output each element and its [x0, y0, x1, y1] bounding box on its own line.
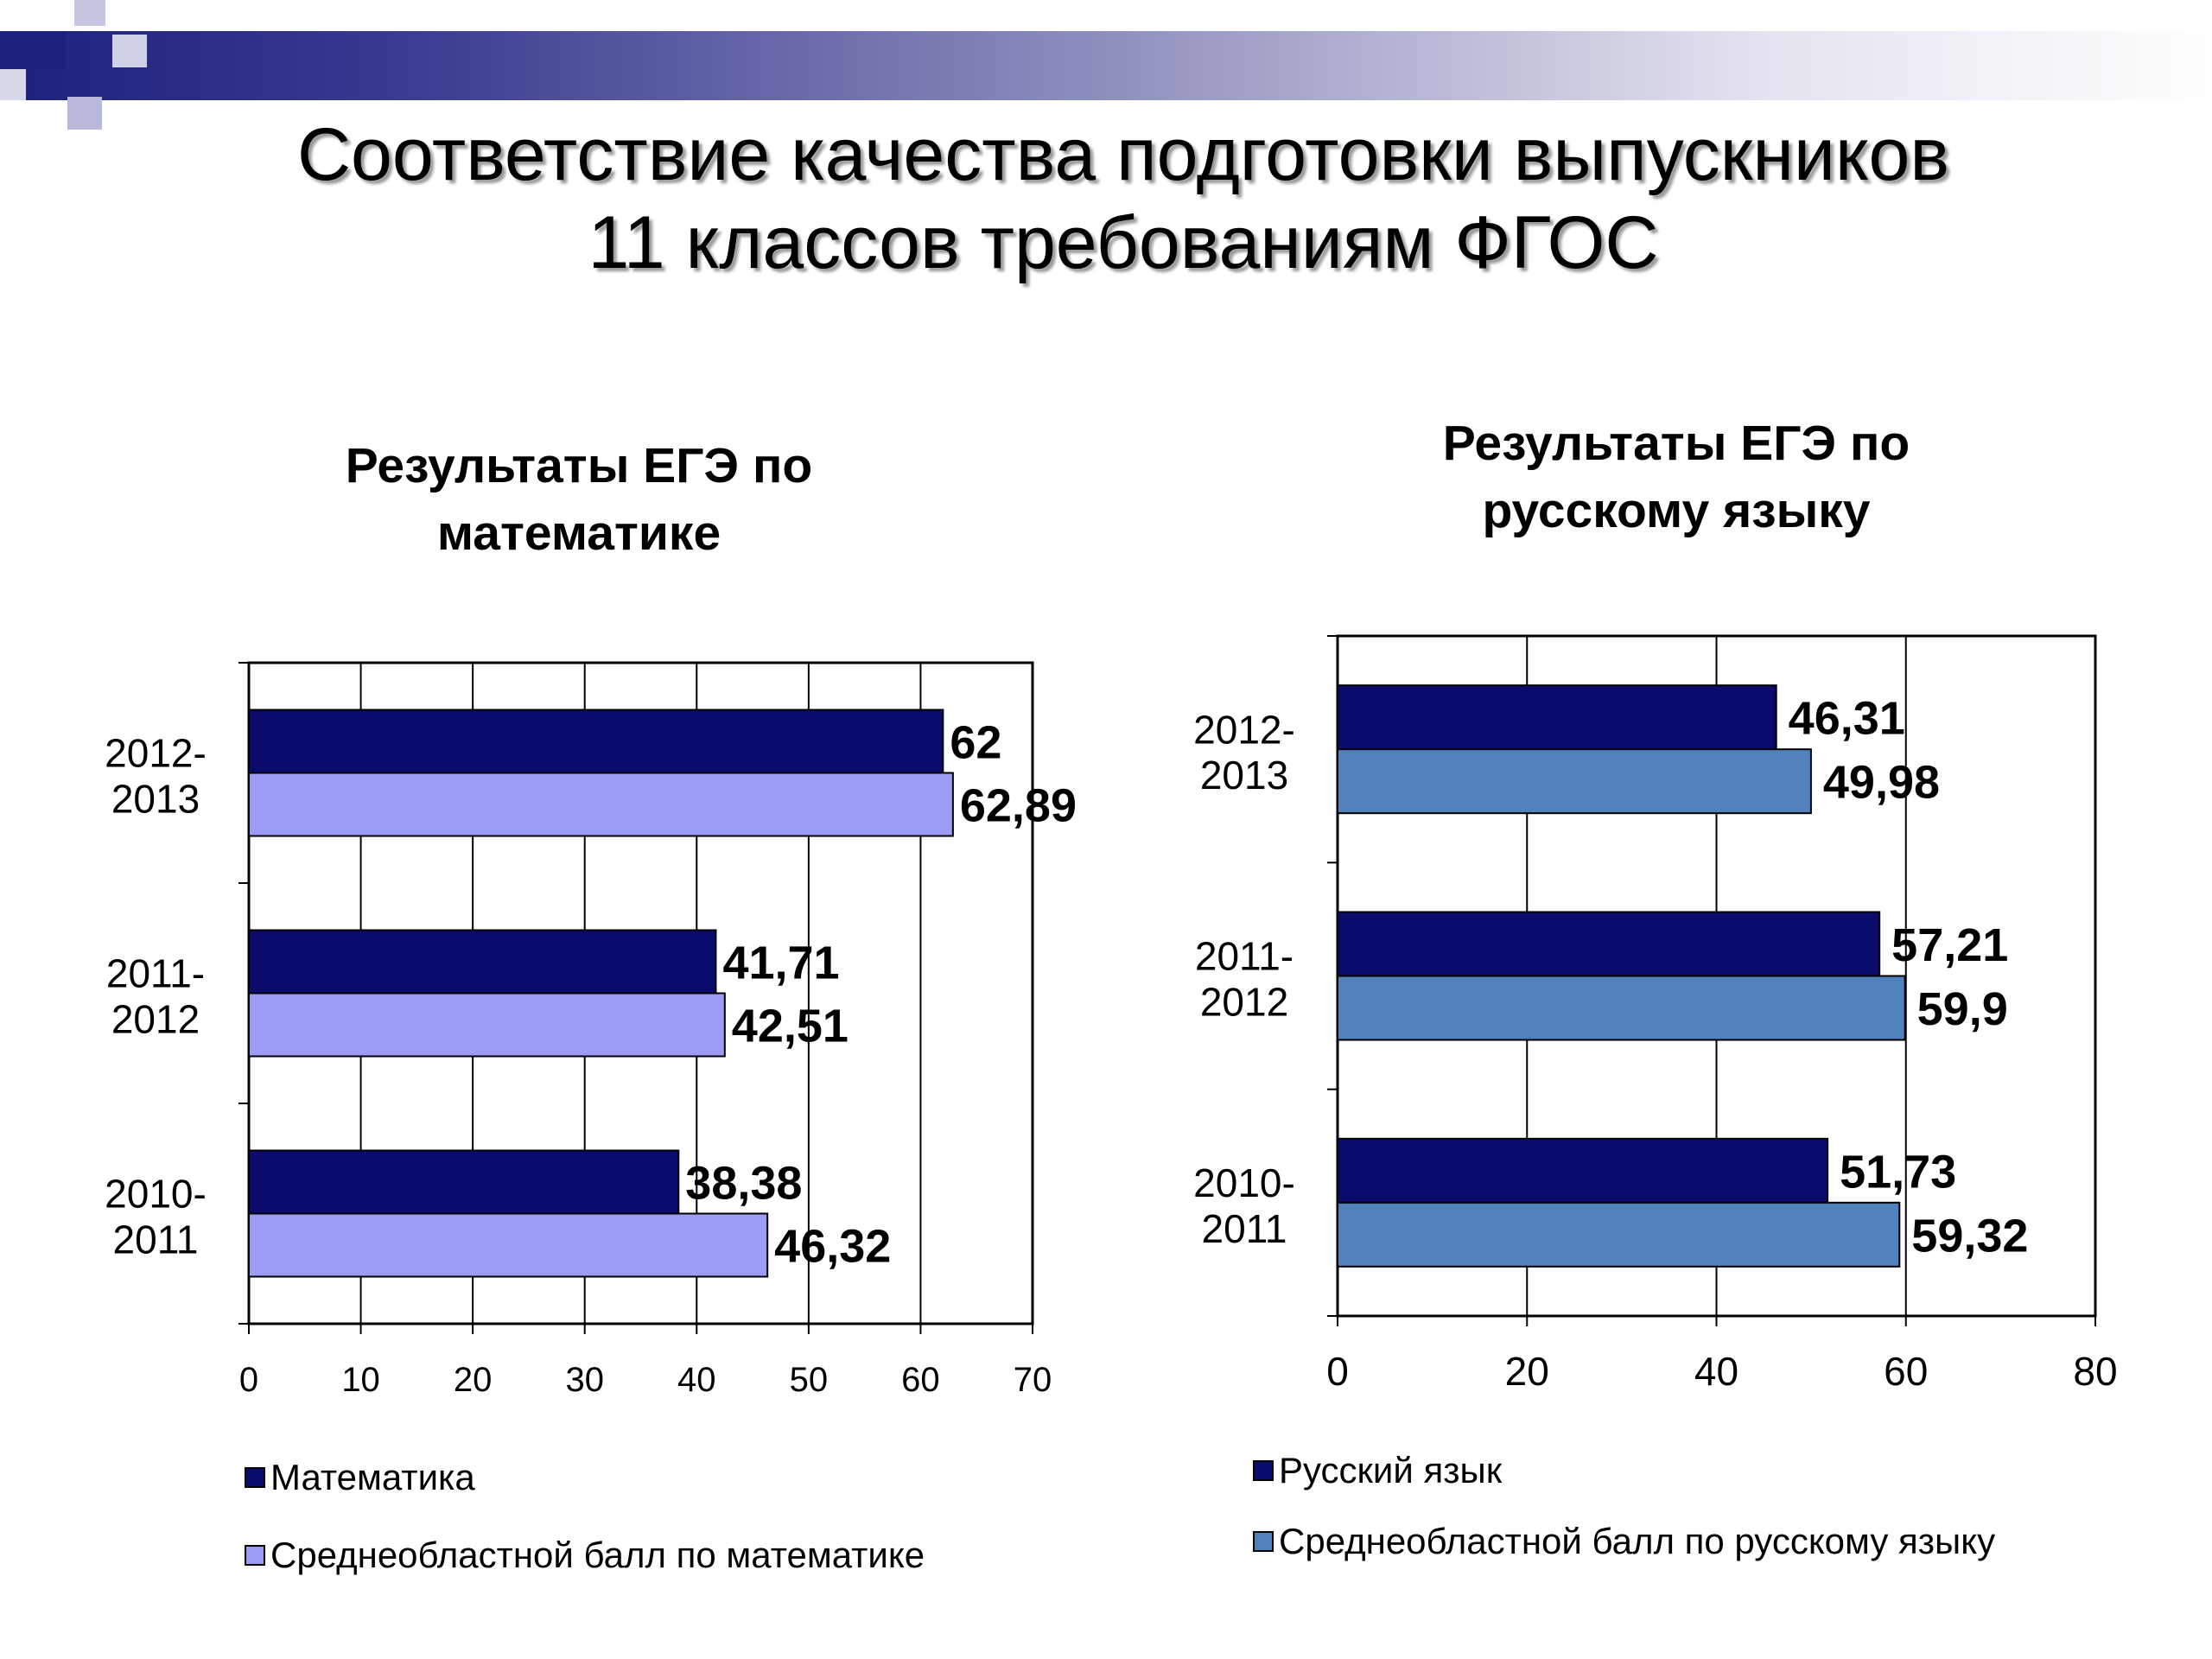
deco-square-light-3	[67, 97, 102, 130]
math-bar	[248, 929, 717, 995]
math-x-tick-label: 10	[341, 1361, 380, 1399]
legend-item-russian-series1: Русский язык	[1253, 1450, 1502, 1491]
math-bar	[248, 772, 954, 837]
chart-title-russian-line1: Результаты ЕГЭ по	[1442, 416, 1910, 471]
russian-x-tick-label: 40	[1694, 1349, 1738, 1394]
russian-bar	[1337, 1201, 1901, 1268]
math-data-label: 41,71	[722, 937, 839, 988]
russian-x-tick-label: 80	[2073, 1349, 2117, 1394]
russian-x-tick-label: 20	[1505, 1349, 1549, 1394]
math-x-tick-label: 30	[565, 1361, 604, 1399]
deco-square-large	[24, 31, 66, 69]
russian-category-label: 2012-2013	[1193, 707, 1295, 798]
math-bar	[248, 709, 944, 774]
math-x-tick-label: 40	[677, 1361, 716, 1399]
math-data-label: 38,38	[685, 1157, 802, 1209]
russian-bar	[1337, 975, 1906, 1041]
math-data-label: 42,51	[732, 1000, 849, 1052]
math-bar	[248, 1212, 769, 1278]
math-bar	[248, 992, 726, 1058]
deco-square-light-4	[112, 35, 147, 67]
math-bar	[248, 1149, 680, 1215]
russian-category-label: 2011-2012	[1195, 934, 1294, 1025]
deco-square-light-2	[0, 69, 26, 100]
math-category-label-line: 2012	[111, 997, 200, 1042]
math-category-label-line: 2012-	[105, 731, 207, 776]
russian-category-label-line: 2011	[1202, 1206, 1287, 1251]
legend-swatch-russian-series2	[1253, 1531, 1274, 1552]
russian-bar	[1337, 684, 1777, 751]
russian-data-label: 49,98	[1823, 757, 1940, 809]
russian-data-label: 46,31	[1789, 693, 1905, 745]
chart-title-russian-line2: русскому языку	[1482, 483, 1871, 538]
russian-data-label: 57,21	[1891, 919, 2008, 971]
slide-title-line1: Соответствие качества подготовки выпускн…	[296, 113, 1950, 196]
math-category-label: 2011-2012	[106, 951, 205, 1042]
deco-square-light-1	[74, 0, 105, 26]
math-data-label: 62,89	[960, 779, 1077, 831]
russian-bar	[1337, 748, 1812, 815]
legend-label-math-series1: Математика	[270, 1457, 475, 1497]
chart-title-russian: Результаты ЕГЭ по русскому языку	[1296, 410, 2056, 544]
math-x-tick-label: 60	[901, 1361, 940, 1399]
russian-x-tick-label: 0	[1326, 1349, 1349, 1394]
russian-category-label-line: 2012	[1200, 980, 1288, 1025]
legend-swatch-math-series2	[245, 1545, 265, 1566]
math-category-label-line: 2011	[113, 1217, 199, 1262]
russian-x-tick-label: 60	[1884, 1349, 1928, 1394]
math-data-label: 62	[950, 716, 1001, 768]
russian-data-label: 59,9	[1917, 983, 2008, 1035]
legend-label-math-series2: Среднеобластной балл по математике	[270, 1535, 925, 1575]
chart-title-math-line2: математике	[436, 505, 721, 561]
math-x-tick-label: 70	[1014, 1361, 1052, 1399]
russian-bar	[1337, 911, 1881, 977]
slide-title: Соответствие качества подготовки выпускн…	[0, 111, 2212, 287]
math-x-tick-label: 20	[454, 1361, 493, 1399]
russian-bar	[1337, 1137, 1829, 1204]
legend-item-russian-series2: Среднеобластной балл по русскому языку	[1253, 1521, 1995, 1562]
legend-item-math-series1: Математика	[245, 1457, 475, 1498]
legend-swatch-math-series1	[245, 1467, 265, 1488]
legend-label-russian-series1: Русский язык	[1279, 1450, 1503, 1491]
legend-swatch-russian-series1	[1253, 1460, 1274, 1481]
header-band	[0, 31, 2212, 100]
russian-category-label-line: 2010-	[1193, 1160, 1295, 1205]
chart-title-math-line1: Результаты ЕГЭ по	[345, 438, 813, 493]
math-x-tick-label: 0	[239, 1361, 258, 1399]
russian-category-label-line: 2012-	[1193, 707, 1295, 752]
russian-data-label: 51,73	[1840, 1146, 1956, 1198]
russian-category-label-line: 2011-	[1195, 934, 1294, 979]
math-category-label: 2010-2011	[105, 1172, 207, 1262]
math-data-label: 46,32	[774, 1220, 891, 1272]
russian-category-label-line: 2013	[1200, 753, 1288, 798]
legend-item-math-series2: Среднеобластной балл по математике	[245, 1535, 925, 1576]
math-category-label-line: 2010-	[105, 1172, 207, 1217]
legend-label-russian-series2: Среднеобластной балл по русскому языку	[1279, 1521, 1996, 1561]
russian-category-label: 2010-2011	[1193, 1160, 1295, 1251]
math-category-label-line: 2011-	[106, 951, 205, 996]
math-category-label-line: 2013	[111, 777, 200, 822]
russian-data-label: 59,32	[1911, 1210, 2028, 1262]
math-category-label: 2012-2013	[105, 731, 207, 822]
chart-title-math: Результаты ЕГЭ по математике	[216, 432, 942, 567]
math-x-tick-label: 50	[790, 1361, 829, 1399]
slide-title-line2: 11 классов требованиям ФГОС	[588, 201, 1659, 284]
